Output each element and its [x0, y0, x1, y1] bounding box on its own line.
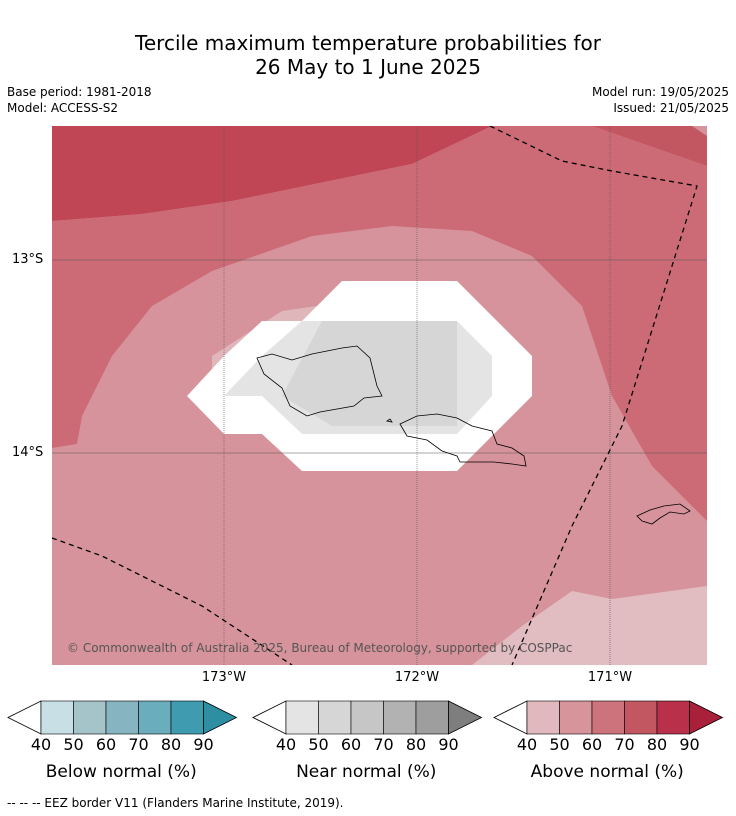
colorbar-near-tick: 50 — [308, 735, 329, 754]
colorbar-near-segment — [383, 700, 417, 735]
base-period: Base period: 1981-2018 — [7, 85, 152, 99]
lon-label-172w: 172°W — [394, 670, 440, 685]
lat-label-13s: 13°S — [12, 252, 44, 267]
colorbar-above-over — [689, 700, 724, 735]
lon-label-171w: 171°W — [587, 670, 633, 685]
colorbar-above-label: Above normal (%) — [530, 762, 684, 782]
contour-40-bottom — [472, 586, 707, 665]
colorbar-near-tick: 60 — [340, 735, 362, 754]
colorbar-near-segment — [415, 700, 449, 735]
colorbar-below-segment — [73, 700, 107, 735]
footer-note: -- -- -- EEZ border V11 (Flanders Marine… — [7, 796, 344, 810]
chart-title: Tercile maximum temperature probabilitie… — [0, 31, 736, 79]
colorbar-below-over — [203, 700, 238, 735]
colorbar-above-segment — [656, 700, 690, 735]
colorbar-below-segment — [138, 700, 172, 735]
lat-label-14s: 14°S — [12, 445, 44, 460]
manono-island — [385, 418, 393, 423]
colorbar-near-segment — [350, 700, 384, 735]
colorbar-below-tick: 50 — [63, 735, 84, 754]
map-panel — [52, 126, 707, 665]
tutuila-island — [636, 503, 691, 525]
colorbar-below-tick: 70 — [128, 735, 149, 754]
colorbar-above-segment — [559, 700, 593, 735]
colorbar-below-tick: 90 — [193, 735, 214, 754]
title-line-2: 26 May to 1 June 2025 — [255, 55, 481, 79]
meta-right: Model run: 19/05/2025 Issued: 21/05/2025 — [592, 84, 729, 116]
colorbar-above-tick: 90 — [679, 735, 700, 754]
colorbar-above-tick: 70 — [614, 735, 635, 754]
lon-label-173w: 173°W — [201, 670, 247, 685]
savaii-island — [256, 345, 383, 417]
colorbar-above-under — [493, 700, 528, 735]
colorbar-above-segment — [591, 700, 625, 735]
contour-70 — [52, 126, 707, 521]
colorbar-below-under — [7, 700, 42, 735]
colorbar-below-tick: 60 — [95, 735, 117, 754]
colorbar-below-tick: 80 — [160, 735, 182, 754]
colorbar-near-segment — [318, 700, 352, 735]
copyright-text: © Commonwealth of Australia 2025, Bureau… — [67, 641, 573, 655]
colorbar-below — [7, 700, 238, 735]
meta-left: Base period: 1981-2018 Model: ACCESS-S2 — [7, 84, 152, 116]
contour-80-topleft — [52, 126, 492, 221]
colorbar-near-tick: 70 — [373, 735, 394, 754]
eez-border-southwest — [52, 537, 293, 665]
colorbar-near-over — [448, 700, 483, 735]
colorbar-below-segment — [105, 700, 139, 735]
title-line-1: Tercile maximum temperature probabilitie… — [135, 31, 601, 55]
model-name: Model: ACCESS-S2 — [7, 101, 119, 115]
colorbar-below-tick: 40 — [30, 735, 52, 754]
colorbar-above-segment — [624, 700, 658, 735]
colorbar-below-label: Below normal (%) — [45, 762, 197, 782]
colorbar-above-tick: 60 — [581, 735, 603, 754]
model-run: Model run: 19/05/2025 — [591, 85, 729, 99]
colorbar-near-tick: 80 — [405, 735, 427, 754]
colorbar-near — [252, 700, 483, 735]
near-normal-60 — [282, 321, 457, 426]
colorbar-near-under — [252, 700, 287, 735]
colorbar-near-segment — [285, 700, 319, 735]
colorbar-near-tick: 90 — [438, 735, 459, 754]
eez-border-east — [489, 126, 698, 665]
contour-80-topright — [52, 126, 707, 166]
colorbar-above-segment — [526, 700, 560, 735]
colorbar-below-segment — [40, 700, 74, 735]
colorbar-above-tick: 80 — [646, 735, 668, 754]
colorbar-above-tick: 50 — [549, 735, 570, 754]
colorbar-near-label: Near normal (%) — [296, 762, 437, 782]
upolu-island — [399, 413, 527, 467]
issued-date: Issued: 21/05/2025 — [613, 101, 729, 115]
colorbar-above — [493, 700, 724, 735]
colorbar-below-segment — [170, 700, 204, 735]
colorbar-near-tick: 40 — [275, 735, 297, 754]
colorbar-above-tick: 40 — [516, 735, 538, 754]
